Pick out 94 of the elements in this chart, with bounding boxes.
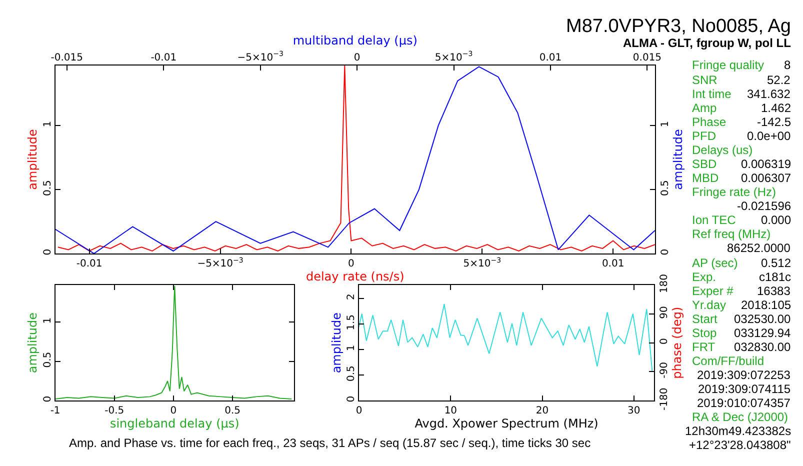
text: 0.000 [761, 213, 792, 227]
text: 032830.00 [734, 340, 791, 354]
text: -142.5 [757, 115, 792, 129]
category-label: Delays (us) [692, 143, 753, 157]
x2-tick-label: -0.01 [150, 52, 177, 64]
x-tick-label: 0.5 [224, 406, 240, 417]
category-label: FRT [692, 340, 716, 354]
y-axis-title: amplitude [329, 312, 344, 374]
text: 86252.0000 [727, 241, 790, 255]
category-label: Ref freq (MHz) [692, 227, 771, 241]
y-axis-title: amplitude [26, 312, 40, 374]
category-label: PFD [692, 129, 716, 143]
x-tick-label: -0.5 [104, 406, 124, 417]
x-tick-label: -0.01 [76, 258, 102, 270]
text: c181c [759, 270, 792, 284]
x-tick-label: 0 [170, 406, 177, 417]
y-tick-label: 1 [346, 344, 358, 352]
text: Amp. and Phase vs. time for each freq., 23 seqs, 31 APs / seq (15.87 sec / seq.), time ticks 30 sec [69, 436, 591, 450]
category-label: Phase [692, 115, 726, 129]
x-tick-label: -1 [50, 406, 60, 417]
text: 0.006319 [741, 157, 792, 171]
category-label: Ion TEC [692, 213, 736, 227]
y2-tick-label: 180 [658, 274, 670, 294]
category-label: Exper # [692, 284, 734, 298]
text: 2019:309:074115 [698, 382, 791, 396]
y-tick-label: 1.5 [346, 314, 358, 330]
x-tick-label: 0.01 [602, 258, 624, 270]
category-label: Fringe rate (Hz) [692, 185, 776, 199]
x-axis-title: singleband delay (μs) [110, 416, 240, 431]
x-tick-label: 30 [627, 406, 640, 417]
text: 033129.94 [734, 326, 791, 340]
category-label: AP (sec) [692, 256, 738, 270]
category-label: Amp [692, 101, 717, 115]
x-tick-label: 5×10$^{−3}$ [463, 256, 502, 270]
y-tick-label: 0.5 [346, 366, 358, 382]
text: 341.632 [747, 87, 790, 101]
category-label: Int time [692, 87, 732, 101]
category-label: Exp. [692, 270, 716, 284]
x-tick-label: 20 [536, 406, 549, 417]
text: 1.462 [761, 101, 792, 115]
y2-axis-title: amplitude [670, 129, 685, 190]
y-tick-label: 1 [42, 120, 54, 128]
text: 52.2 [767, 73, 790, 87]
y2-tick-label: 0 [660, 248, 671, 256]
x2-tick-label: 5×10$^{−3}$ [434, 50, 473, 64]
category-label: MBD [692, 171, 719, 185]
y2-axis-title: phase (deg) [670, 306, 684, 379]
x-axis-title: Avgd. Xpower Spectrum (MHz) [414, 416, 598, 431]
text: 0.006307 [741, 171, 792, 185]
x2-tick-label: −5×10$^{−3}$ [237, 50, 284, 64]
category-label: Stop [692, 326, 718, 340]
text: 0.512 [761, 256, 792, 270]
text: -0.021596 [737, 199, 792, 213]
text: 12h30m49.423382s [685, 424, 792, 438]
text: 2019:010:074357 [697, 396, 790, 410]
x2-tick-label: 0.015 [632, 52, 662, 64]
category-label: SBD [692, 157, 718, 171]
line-series [359, 303, 653, 372]
text: 2019:309:072253 [697, 368, 790, 382]
y-tick-label: 0 [346, 396, 358, 402]
text: 0.0e+00 [747, 129, 791, 143]
category-label: RA & Dec (J2000) [692, 410, 788, 424]
text: 16383 [757, 284, 790, 298]
line-series [55, 285, 292, 400]
category-label: Start [692, 312, 718, 326]
category-label: Yr.day [692, 298, 726, 312]
x-tick-label: 10 [444, 406, 458, 417]
x-tick-label: −5×10$^{−3}$ [197, 256, 244, 270]
y-tick-label: 0.5 [42, 180, 54, 196]
x2-tick-label: 0.01 [539, 52, 562, 64]
text: 032530.00 [734, 312, 791, 326]
category-label: Fringe quality [692, 58, 764, 72]
y-tick-label: 0 [42, 396, 54, 402]
x2-axis-title: multiband delay (μs) [292, 34, 418, 48]
y2-tick-label: 0 [658, 338, 670, 345]
x-axis-title: delay rate (ns/s) [306, 270, 404, 284]
text: 8 [784, 58, 791, 72]
y2-tick-label: 0.5 [660, 180, 671, 196]
y-tick-label: 0.5 [42, 352, 54, 368]
y-tick-label: 2 [346, 294, 358, 300]
text: 2018:105 [741, 298, 792, 312]
y-tick-label: 0 [42, 248, 54, 256]
y2-tick-label: -180 [658, 388, 670, 410]
y-axis-title: amplitude [26, 129, 40, 190]
y2-tick-label: 1 [660, 120, 671, 128]
y2-tick-label: -90 [658, 362, 670, 378]
x2-tick-label: -0.015 [50, 52, 84, 64]
text: M87.0VPYR3, No0085, Ag [566, 16, 791, 37]
text: +12°23'28.043808" [689, 438, 791, 452]
category-label: SNR [692, 73, 718, 87]
text: ALMA - GLT, fgroup W, pol LL [623, 36, 791, 50]
category-label: Com/FF/build [692, 354, 764, 368]
y-tick-label: 1 [42, 317, 54, 324]
y2-tick-label: 90 [658, 306, 670, 319]
